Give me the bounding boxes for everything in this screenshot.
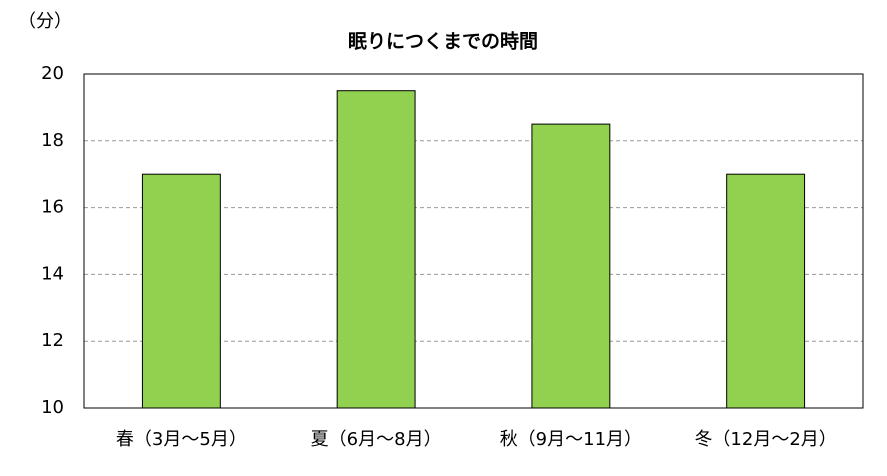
x-tick-label: 秋（9月～11月） bbox=[500, 429, 642, 450]
y-tick-label: 18 bbox=[41, 130, 64, 151]
y-tick-label: 20 bbox=[41, 63, 64, 84]
y-tick-label: 16 bbox=[41, 197, 64, 218]
plot-border bbox=[83, 73, 864, 409]
y-tick-label: 14 bbox=[41, 263, 64, 284]
y-tick-label: 10 bbox=[41, 397, 64, 418]
x-tick-label: 春（3月～5月） bbox=[116, 429, 247, 450]
chart-title: 眠りにつくまでの時間 bbox=[348, 31, 538, 53]
bar bbox=[336, 90, 416, 409]
y-tick-label: 12 bbox=[41, 330, 64, 351]
x-tick-label: 冬（12月～2月） bbox=[694, 429, 836, 450]
y-axis-label: （分） bbox=[18, 11, 72, 32]
bar bbox=[726, 173, 806, 409]
x-tick-label: 夏（6月～8月） bbox=[311, 429, 442, 450]
bar bbox=[531, 123, 611, 409]
bar bbox=[141, 173, 221, 409]
